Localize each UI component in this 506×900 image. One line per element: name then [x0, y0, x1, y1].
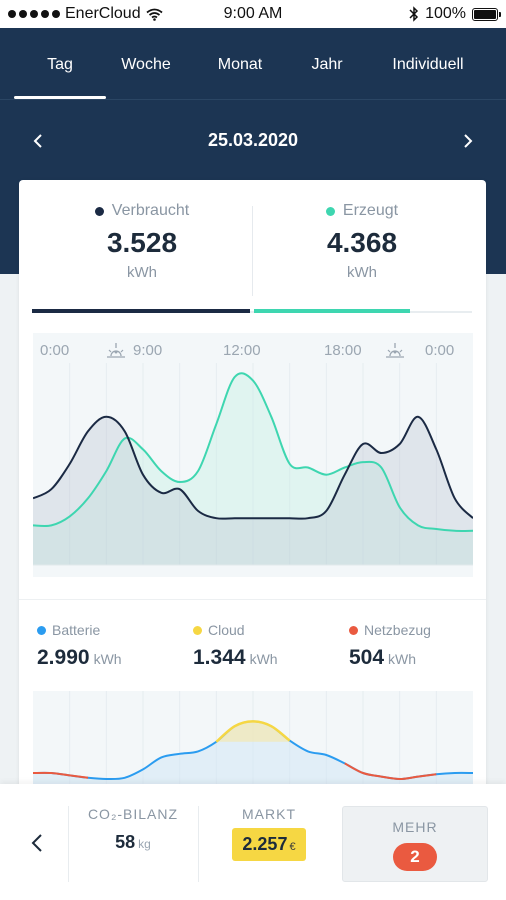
consumed-line [33, 415, 473, 520]
summary-bar-track [32, 311, 472, 313]
energy-day-chart: 0:00 9:00 12:00 18:00 0:00 [33, 333, 473, 577]
batterie-unit: kWh [93, 651, 122, 667]
co2-unit: kg [138, 837, 151, 851]
battery-icon [472, 7, 501, 21]
netzbezug-line-morning [33, 771, 89, 779]
x-tick-4: 0:00 [425, 342, 454, 359]
x-tick-1: 9:00 [133, 342, 162, 359]
netzbezug-label: Netzbezug [364, 622, 431, 638]
produced-value: 4.368 [326, 227, 398, 258]
consumed-bar [32, 309, 250, 313]
x-tick-2: 12:00 [223, 342, 261, 359]
energy-card: Verbraucht 3.528 kWh Erzeugt 4.368 kWh 0… [19, 180, 486, 900]
clock: 9:00 AM [223, 5, 283, 22]
consumed-unit: kWh [127, 264, 157, 281]
market-tile[interactable]: MARKT 2.257 € [198, 806, 340, 882]
cloud-label: Cloud [208, 622, 245, 638]
consumed-legend-dot [94, 206, 104, 216]
consumed-area [33, 416, 473, 565]
chart-grid [69, 363, 437, 565]
market-title: MARKT [242, 806, 296, 822]
status-bar: EnerCloud 9:00 AM 100% [0, 0, 506, 28]
status-right: 100% [409, 5, 501, 23]
co2-value-row: 58 kg [68, 832, 198, 853]
section-divider [19, 599, 486, 600]
co2-value: 58 [115, 832, 136, 852]
back-button[interactable] [20, 826, 54, 860]
co2-title: CO₂-BILANZ [87, 806, 179, 822]
market-value-badge: 2.257 € [232, 828, 306, 861]
consumed-label: Verbraucht [111, 202, 190, 219]
legend-netzbezug[interactable]: Netzbezug 504 kWh [349, 622, 431, 670]
more-count-badge: 2 [393, 843, 437, 871]
source-breakdown-chart [33, 691, 473, 791]
produced-label-row: Erzeugt [252, 202, 472, 220]
cloud-line [215, 720, 291, 743]
batterie-label: Batterie [52, 622, 101, 638]
legend-batterie[interactable]: Batterie 2.990 kWh [37, 622, 122, 670]
x-tick-3: 18:00 [324, 342, 362, 359]
tab-tag[interactable]: Tag [47, 56, 73, 73]
bottom-divider [68, 806, 69, 882]
cloud-value: 1.344 [193, 646, 246, 669]
bottom-bar: CO₂-BILANZ 58 kg MARKT 2.257 € MEHR 2 [0, 784, 506, 900]
produced-bar [254, 309, 410, 313]
bluetooth-icon [409, 6, 419, 22]
legend-cloud[interactable]: Cloud 1.344 kWh [193, 622, 278, 670]
co2-balance-tile[interactable]: CO₂-BILANZ 58 kg [68, 806, 198, 882]
cloud-value-row: 1.344 kWh [193, 646, 278, 670]
market-currency: € [289, 841, 296, 853]
carrier-name: EnerCloud [65, 5, 141, 22]
tab-monat[interactable]: Monat [217, 56, 263, 73]
market-value: 2.257 [242, 834, 288, 854]
tab-individuell[interactable]: Individuell [392, 56, 464, 73]
more-title: MEHR [392, 819, 438, 835]
produced-legend-dot [325, 206, 335, 216]
consumed-summary[interactable]: Verbraucht 3.528 kWh [32, 202, 252, 281]
cloud-unit: kWh [249, 651, 278, 667]
signal-strength-icon [8, 10, 60, 18]
produced-unit: kWh [347, 264, 377, 281]
x-tick-0: 0:00 [40, 342, 69, 359]
netzbezug-line-evening [344, 762, 437, 781]
netzbezug-value-row: 504 kWh [349, 646, 431, 670]
produced-line [33, 372, 473, 532]
chevron-left-icon [31, 834, 42, 852]
chevron-left-icon [33, 134, 42, 148]
tab-woche[interactable]: Woche [121, 56, 171, 73]
wifi-icon [146, 8, 163, 21]
selected-date: 25.03.2020 [207, 130, 299, 150]
netzbezug-value: 504 [349, 646, 385, 669]
batterie-value-row: 2.990 kWh [37, 646, 122, 670]
cloud-label-row: Cloud [193, 622, 278, 638]
batterie-legend-dot [37, 625, 46, 635]
status-left: EnerCloud [8, 5, 163, 23]
active-tab-indicator [14, 96, 106, 99]
more-tile[interactable]: MEHR 2 [342, 806, 488, 882]
cloud-legend-dot [193, 625, 202, 635]
produced-area [33, 373, 473, 565]
previous-day-button[interactable] [23, 126, 53, 156]
netzbezug-label-row: Netzbezug [349, 622, 431, 638]
netzbezug-unit: kWh [388, 651, 417, 667]
next-day-button[interactable] [453, 126, 483, 156]
chevron-right-icon [464, 134, 473, 148]
consumed-value: 3.528 [106, 227, 178, 258]
batterie-label-row: Batterie [37, 622, 122, 638]
bottom-divider [198, 806, 199, 882]
produced-label: Erzeugt [342, 202, 399, 219]
sunrise-icon [107, 343, 125, 358]
sunset-icon [386, 343, 404, 358]
tab-jahr[interactable]: Jahr [311, 56, 343, 73]
netzbezug-legend-dot [349, 625, 358, 635]
consumed-label-row: Verbraucht [32, 202, 252, 220]
batterie-value: 2.990 [37, 646, 90, 669]
produced-summary[interactable]: Erzeugt 4.368 kWh [252, 202, 472, 281]
date-navigator: 25.03.2020 [0, 126, 506, 156]
summary-divider [252, 206, 253, 296]
battery-percent: 100% [425, 5, 466, 22]
period-tabs: Tag Woche Monat Jahr Individuell [0, 28, 506, 100]
